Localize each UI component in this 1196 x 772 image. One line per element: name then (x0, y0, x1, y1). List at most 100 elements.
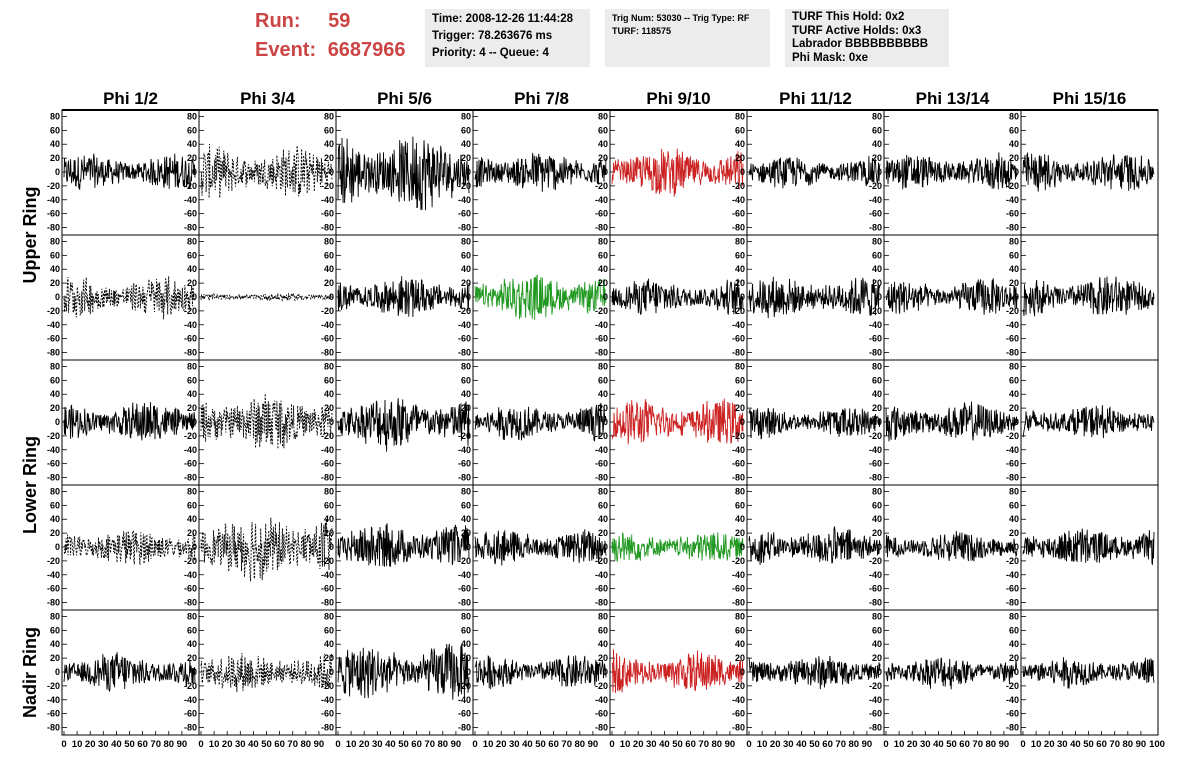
x-tick-label: 90 (451, 739, 462, 750)
x-tick-label: 40 (659, 739, 670, 750)
y-tick-label: -80 (732, 348, 745, 358)
y-tick-label: 40 (187, 639, 197, 649)
y-tick-label: -80 (184, 348, 197, 358)
y-tick-label: -20 (1006, 306, 1019, 316)
x-tick-label: 80 (1123, 739, 1134, 750)
x-tick-label: 100 (1149, 739, 1165, 750)
y-tick-label: 0 (877, 542, 882, 552)
x-tick-label: 60 (685, 739, 696, 750)
x-tick-label: 30 (1057, 739, 1068, 750)
x-tick-label: 30 (235, 739, 246, 750)
y-tick-label: 80 (50, 111, 60, 121)
x-tick-label: 20 (907, 739, 918, 750)
y-tick-label: -40 (732, 570, 745, 580)
y-tick-label: 0 (877, 167, 882, 177)
y-tick-label: -20 (321, 681, 334, 691)
y-tick-label: -80 (321, 598, 334, 608)
y-tick-label: 60 (50, 250, 60, 260)
y-tick-label: 20 (324, 278, 334, 288)
y-tick-label: 80 (50, 486, 60, 496)
y-tick-label: -20 (184, 431, 197, 441)
y-tick-label: 20 (872, 153, 882, 163)
waveform-trace (611, 278, 744, 315)
x-tick-label: 90 (1136, 739, 1147, 750)
y-tick-label: 80 (598, 361, 608, 371)
y-tick-label: -80 (869, 473, 882, 483)
y-tick-label: -40 (458, 320, 471, 330)
y-tick-label: -40 (47, 195, 60, 205)
column-header: Phi 13/14 (916, 89, 990, 108)
info-line: TURF: 118575 (612, 26, 672, 36)
y-tick-label: 40 (1009, 139, 1019, 149)
waveform-trace (1022, 528, 1155, 566)
y-tick-label: -40 (732, 445, 745, 455)
y-tick-label: -80 (595, 223, 608, 233)
y-tick-label: 80 (187, 361, 197, 371)
y-tick-label: 40 (324, 389, 334, 399)
y-tick-label: -20 (732, 181, 745, 191)
y-tick-label: -20 (184, 306, 197, 316)
y-tick-label: 20 (1009, 653, 1019, 663)
y-tick-label: -40 (321, 320, 334, 330)
info-line: Phi Mask: 0xe (792, 51, 869, 64)
y-tick-label: -20 (321, 556, 334, 566)
y-tick-label: -60 (184, 334, 197, 344)
y-tick-label: 80 (187, 111, 197, 121)
y-tick-label: 60 (324, 500, 334, 510)
y-tick-label: 0 (466, 667, 471, 677)
y-tick-label: 80 (735, 111, 745, 121)
y-tick-label: 60 (598, 500, 608, 510)
y-tick-label: -20 (458, 181, 471, 191)
x-tick-label: 10 (757, 739, 768, 750)
y-tick-label: 60 (735, 125, 745, 135)
y-tick-label: 20 (324, 528, 334, 538)
column-header: Phi 11/12 (779, 89, 852, 108)
y-tick-label: 40 (461, 389, 471, 399)
x-tick-label: 60 (548, 739, 559, 750)
y-tick-label: 80 (461, 486, 471, 496)
y-tick-label: 60 (735, 250, 745, 260)
y-tick-label: -60 (732, 334, 745, 344)
y-tick-label: -80 (732, 473, 745, 483)
y-tick-label: 20 (50, 278, 60, 288)
y-tick-label: 80 (872, 361, 882, 371)
y-tick-label: 20 (324, 153, 334, 163)
y-tick-label: 60 (598, 250, 608, 260)
waveform-trace (200, 143, 333, 199)
y-tick-label: 20 (872, 278, 882, 288)
y-tick-label: 40 (1009, 639, 1019, 649)
y-tick-label: 40 (872, 389, 882, 399)
y-tick-label: -20 (47, 556, 60, 566)
waveform-trace (63, 530, 196, 565)
waveform-trace (63, 153, 196, 191)
y-tick-label: 60 (461, 375, 471, 385)
column-header: Phi 9/10 (646, 89, 710, 108)
y-tick-label: 0 (466, 292, 471, 302)
x-tick-label: 50 (1083, 739, 1094, 750)
y-tick-label: -20 (1006, 431, 1019, 441)
y-tick-label: 0 (192, 417, 197, 427)
y-tick-label: 40 (872, 139, 882, 149)
y-tick-label: -20 (732, 431, 745, 441)
y-tick-label: 20 (461, 403, 471, 413)
x-tick-label: 40 (933, 739, 944, 750)
x-tick-label: 90 (862, 739, 873, 750)
y-tick-label: 40 (598, 389, 608, 399)
waveform-trace (474, 529, 607, 566)
y-tick-label: 0 (1014, 417, 1019, 427)
y-tick-label: 0 (466, 417, 471, 427)
x-tick-label: 50 (535, 739, 546, 750)
x-tick-label: 60 (411, 739, 422, 750)
y-tick-label: -40 (321, 445, 334, 455)
y-tick-label: 0 (1014, 167, 1019, 177)
y-tick-label: 40 (598, 139, 608, 149)
y-tick-label: -20 (321, 431, 334, 441)
y-tick-label: -40 (1006, 445, 1019, 455)
y-tick-label: 60 (187, 500, 197, 510)
y-tick-label: -20 (869, 306, 882, 316)
y-tick-label: -40 (869, 695, 882, 705)
y-tick-label: 40 (461, 639, 471, 649)
x-tick-label: 20 (359, 739, 370, 750)
y-tick-label: 60 (872, 500, 882, 510)
y-tick-label: -20 (458, 681, 471, 691)
